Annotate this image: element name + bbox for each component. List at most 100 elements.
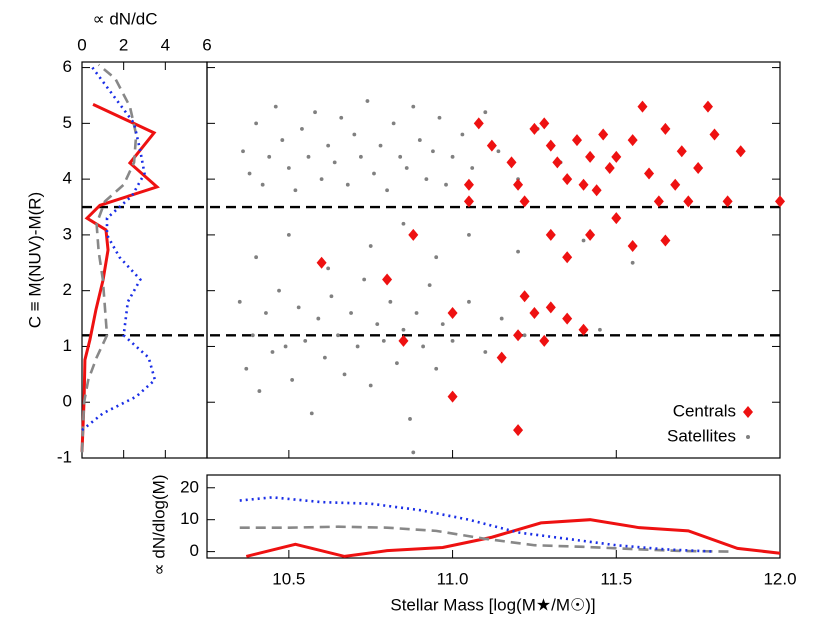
satellite-point — [431, 149, 435, 154]
satellite-point — [483, 110, 488, 115]
central-point — [529, 306, 540, 319]
bottom-frame — [206, 474, 781, 559]
central-point — [463, 178, 474, 191]
satellite-point — [244, 366, 249, 371]
central-point — [513, 329, 524, 342]
central-point — [562, 173, 573, 186]
central-point — [611, 150, 622, 163]
satellite-point — [408, 417, 412, 421]
satellite-point — [329, 294, 334, 299]
satellite-point — [319, 177, 324, 182]
satellite-point — [273, 104, 278, 109]
satellite-point — [326, 266, 331, 271]
satellite-point — [290, 378, 295, 382]
central-point — [578, 323, 589, 336]
distribution-line — [80, 103, 160, 452]
central-point — [644, 167, 655, 180]
central-point — [398, 334, 409, 347]
central-point — [519, 290, 530, 303]
legend-marker — [746, 435, 750, 439]
satellite-point — [630, 260, 635, 265]
central-point — [506, 156, 517, 169]
central-point — [545, 228, 556, 241]
satellite-point — [372, 171, 376, 176]
central-point — [722, 195, 733, 208]
central-point — [473, 117, 484, 130]
central-point — [316, 256, 327, 269]
central-point — [539, 117, 550, 130]
distribution-line — [80, 63, 138, 453]
central-point — [660, 234, 671, 247]
satellite-point — [303, 338, 308, 343]
y-tick-label: 1 — [63, 336, 72, 355]
left-frame — [81, 61, 208, 459]
satellite-point — [260, 182, 265, 187]
satellite-point — [414, 311, 419, 315]
satellite-point — [247, 171, 252, 176]
satellite-point — [375, 322, 380, 327]
satellite-point — [499, 316, 504, 321]
satellite-point — [316, 316, 321, 321]
central-point — [562, 312, 573, 325]
main-frame — [206, 61, 781, 459]
satellite-point — [444, 182, 448, 187]
satellite-point — [355, 344, 360, 349]
satellite-point — [483, 350, 488, 354]
satellite-point — [598, 327, 602, 332]
satellite-point — [358, 154, 363, 159]
satellite-point — [460, 132, 465, 137]
satellite-point — [250, 333, 255, 338]
mass-function-line — [239, 496, 715, 553]
legend-label: Satellites — [667, 426, 736, 445]
satellite-point — [349, 311, 353, 315]
satellite-point — [496, 149, 501, 154]
central-point — [513, 424, 524, 437]
central-point — [598, 128, 609, 141]
satellite-point — [450, 338, 455, 343]
satellite-point — [283, 344, 288, 349]
left-x-axis-label: ∝ dN/dC — [92, 9, 157, 28]
satellite-point — [336, 333, 340, 338]
satellite-point — [368, 244, 373, 248]
central-point — [571, 134, 582, 147]
x-tick-label: 6 — [202, 35, 211, 54]
y-tick-label: 0 — [63, 392, 72, 411]
central-point — [670, 178, 681, 191]
central-point — [578, 178, 589, 191]
satellite-point — [391, 121, 396, 126]
satellite-point — [434, 366, 439, 371]
central-point — [545, 301, 556, 314]
satellite-point — [345, 182, 350, 187]
satellite-point — [254, 255, 259, 260]
central-point — [627, 134, 638, 147]
y-tick-label: 2 — [63, 280, 72, 299]
x-tick-label: 10.5 — [272, 569, 305, 588]
satellite-point — [440, 322, 445, 327]
satellite-point — [300, 127, 304, 131]
x-tick-label: 11.5 — [600, 569, 632, 588]
satellite-point — [264, 311, 268, 315]
satellite-point — [280, 138, 285, 142]
satellite-point — [411, 450, 416, 455]
y-tick-label: 4 — [63, 169, 72, 188]
central-point — [702, 100, 713, 113]
satellite-point — [241, 149, 245, 154]
satellite-point — [270, 350, 275, 354]
central-point — [693, 161, 704, 174]
satellite-point — [313, 110, 317, 115]
y-tick-label: 5 — [63, 113, 72, 132]
central-point — [653, 195, 664, 208]
central-point — [513, 178, 524, 191]
central-point — [408, 228, 419, 241]
satellite-point — [332, 160, 337, 165]
satellite-point — [421, 344, 426, 349]
satellite-point — [411, 104, 416, 109]
satellite-point — [277, 288, 281, 293]
satellite-point — [322, 355, 327, 360]
satellite-point — [522, 333, 527, 338]
central-point — [447, 306, 458, 319]
central-point — [627, 240, 638, 253]
central-point — [552, 156, 563, 169]
central-point — [382, 273, 393, 286]
satellite-point — [326, 143, 331, 148]
